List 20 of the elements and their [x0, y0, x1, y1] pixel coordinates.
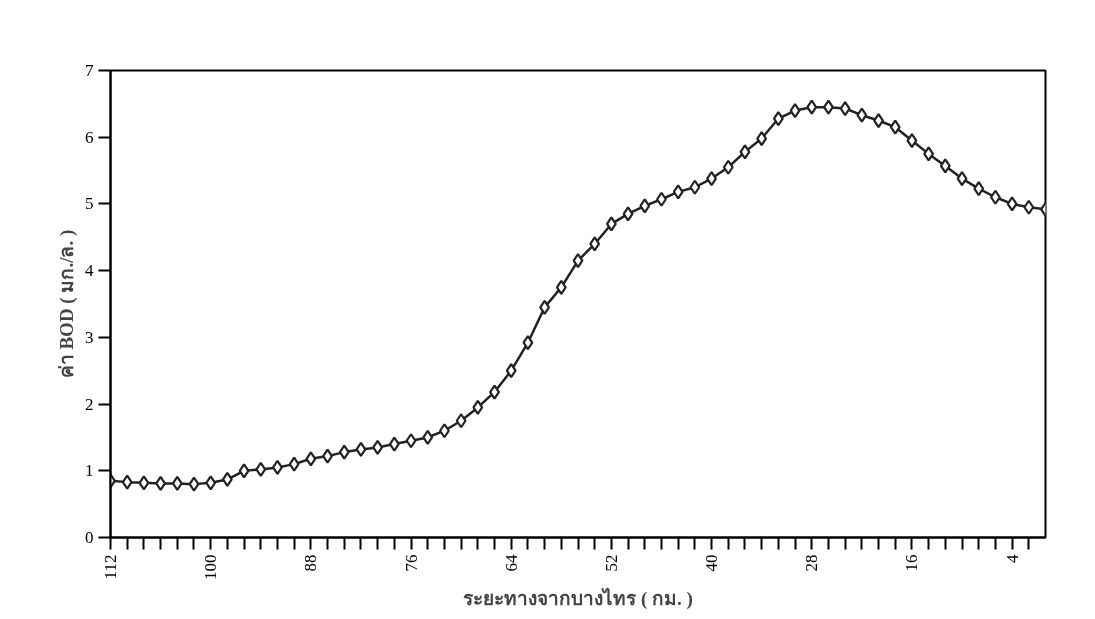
y-tick-label: 7	[85, 61, 94, 80]
x-tick-label: 100	[201, 554, 221, 580]
y-tick-label: 0	[85, 528, 94, 547]
x-tick-label: 4	[1002, 554, 1022, 563]
y-tick-label: 2	[85, 394, 94, 414]
y-axis-title: ค่า BOD ( มก./ล. )	[56, 229, 78, 379]
x-axis-title: ระยะทางจากบางไทร ( กม. )	[463, 587, 693, 610]
y-tick-label: 6	[85, 127, 94, 147]
x-tick-label: 40	[702, 554, 722, 572]
y-tick-label: 1	[85, 461, 94, 481]
x-tick-label: 28	[802, 554, 822, 572]
x-tick-label: 76	[401, 554, 421, 572]
x-tick-label: 64	[501, 554, 521, 572]
y-tick-label: 3	[85, 327, 94, 347]
x-tick-label: 112	[101, 554, 120, 580]
x-tick-label: 88	[301, 554, 321, 572]
y-tick-label: 4	[85, 261, 94, 281]
x-tick-label: 16	[902, 554, 922, 572]
x-tick-label: 52	[601, 554, 621, 572]
y-tick-label: 5	[85, 194, 94, 214]
